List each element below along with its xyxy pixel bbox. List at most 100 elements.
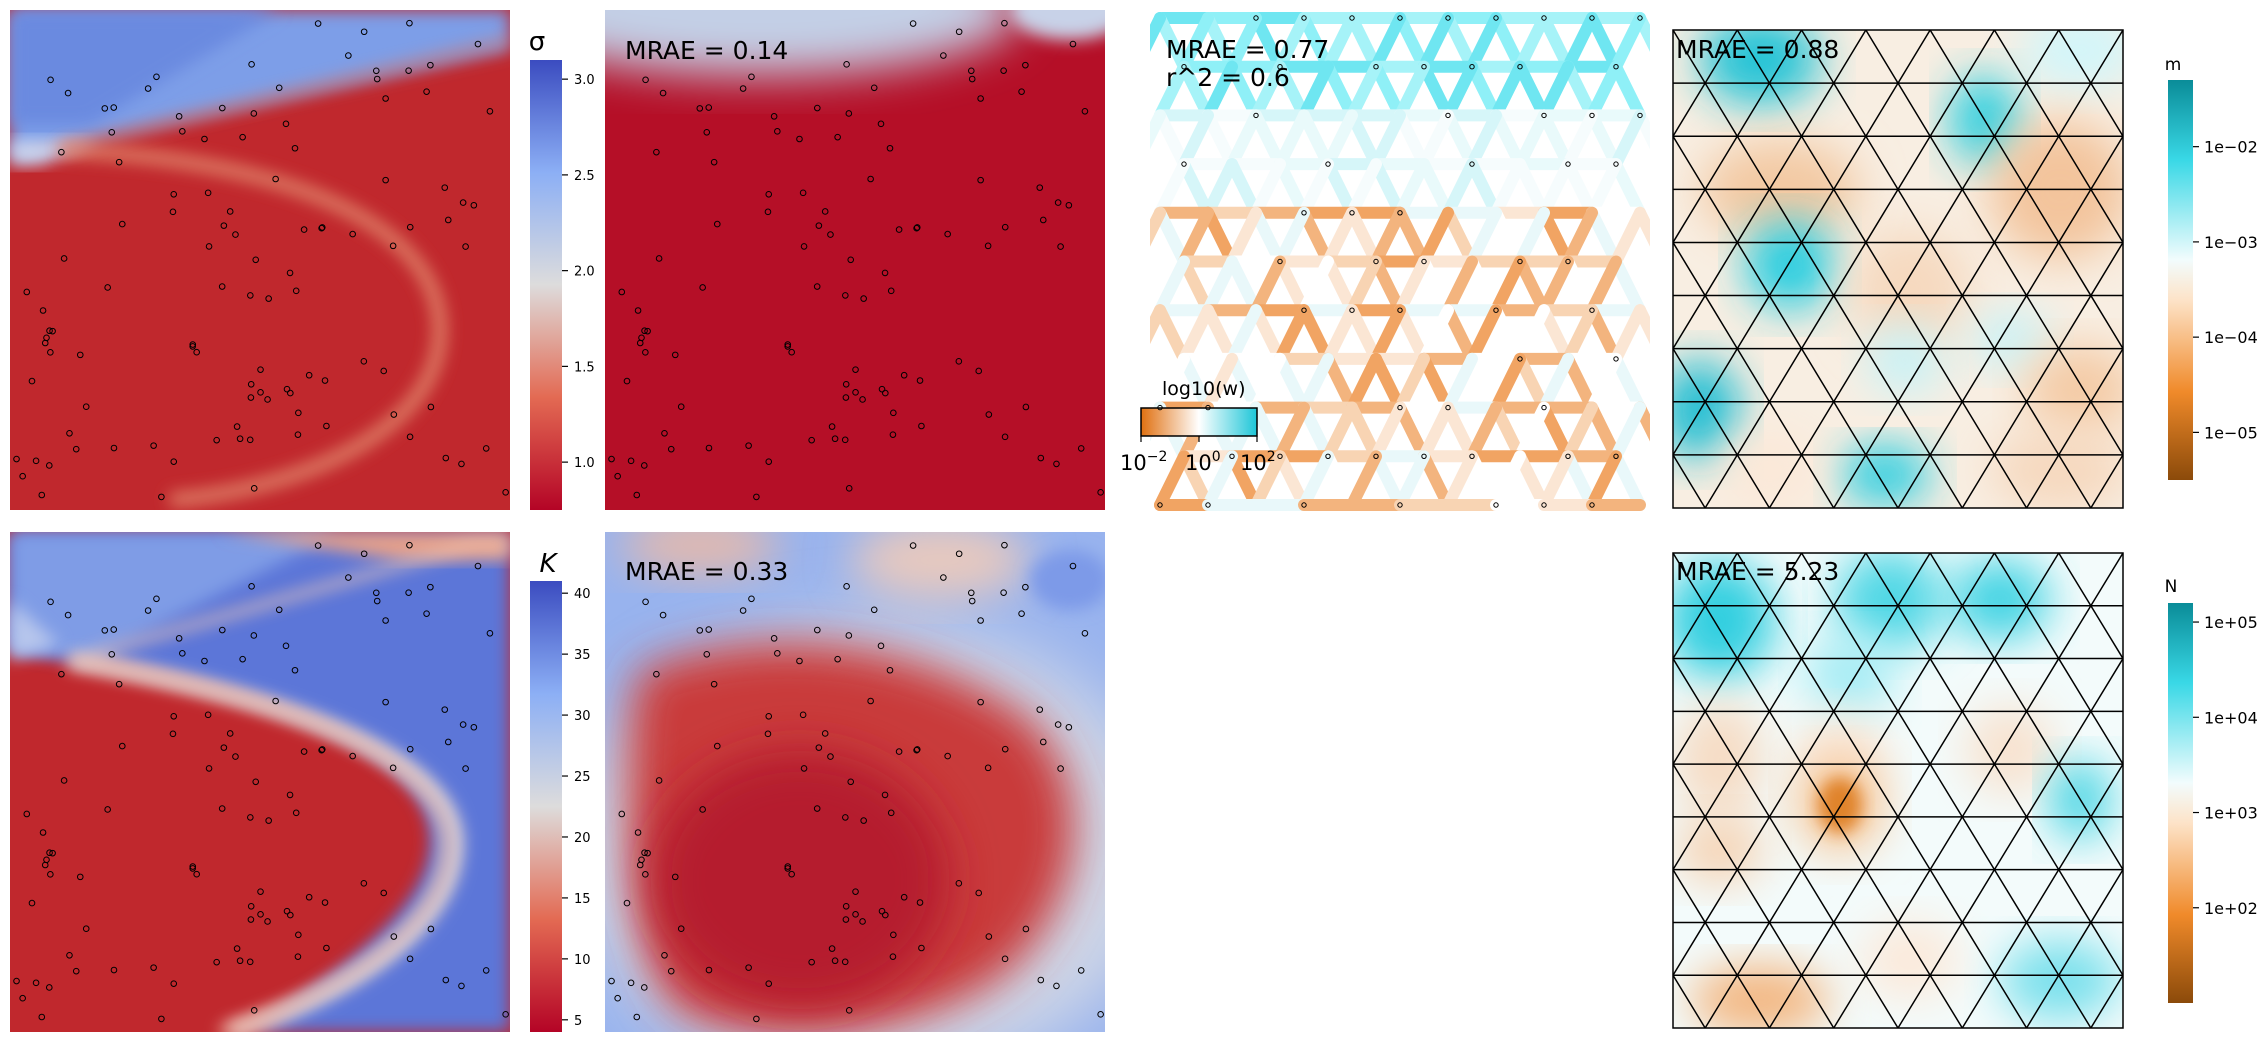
mesh-edge — [1736, 552, 1771, 607]
deme-point — [1277, 258, 1283, 265]
mesh-edge — [1514, 206, 1550, 268]
mesh-edge — [1672, 605, 1706, 659]
sample-point — [427, 925, 435, 933]
mesh-edge — [1736, 869, 1771, 923]
sample-point — [831, 435, 839, 443]
mesh-edge — [1833, 295, 1867, 350]
sample-point — [153, 73, 160, 81]
sample-point — [984, 242, 992, 250]
colorbar-tick-label: 10 — [574, 953, 591, 968]
mesh-edge — [1768, 454, 1803, 509]
sample-point — [441, 184, 449, 191]
sample-point — [828, 423, 836, 430]
mesh-edge — [1250, 352, 1286, 414]
sample-point — [895, 226, 903, 233]
sample-point — [46, 327, 53, 335]
sample-point — [169, 208, 177, 216]
mesh-edge — [1672, 295, 1706, 350]
mesh-edge — [1833, 348, 1867, 403]
sample-point — [46, 849, 53, 857]
sample-point — [205, 243, 213, 250]
deme-point — [1397, 502, 1403, 508]
mesh-edge — [1586, 60, 1622, 122]
sample-point — [984, 764, 992, 772]
sample-point — [655, 777, 663, 784]
sample-point — [250, 485, 258, 492]
mesh-edge — [1704, 974, 1738, 1029]
sample-point — [955, 550, 963, 558]
sample-point — [169, 730, 177, 738]
sample-point — [710, 680, 718, 688]
sample-point — [1022, 925, 1030, 933]
sample-point — [841, 958, 849, 966]
mesh-edge — [1865, 454, 1899, 509]
mesh-edge — [1961, 29, 1996, 84]
mesh-edge — [1865, 242, 1899, 296]
mesh-edge — [1610, 352, 1646, 414]
mesh-edge — [1150, 109, 1166, 150]
sample-point — [703, 128, 711, 136]
mesh-edge — [1418, 158, 1454, 219]
mesh-edge — [1865, 869, 1899, 923]
mesh-edge — [1768, 348, 1803, 403]
mrae-label: MRAE = 0.88 — [1676, 35, 1839, 64]
mesh-edge — [1466, 60, 1502, 122]
mesh-edge — [1490, 12, 1526, 73]
sample-point — [23, 288, 31, 296]
mesh-edge — [1274, 304, 1310, 365]
deme-point — [1157, 404, 1163, 411]
sample-point — [265, 817, 272, 824]
sample-point — [218, 283, 226, 290]
mesh-edge — [1961, 974, 1996, 1029]
mesh-edge — [1736, 763, 1771, 818]
mesh-edge — [2025, 295, 2060, 350]
mesh-edge — [1865, 816, 1899, 871]
deme-point — [1541, 502, 1547, 508]
mesh-edge — [1672, 869, 1706, 923]
sample-point — [955, 358, 963, 365]
mesh-edge — [1202, 158, 1238, 219]
mesh-edge — [1897, 974, 1931, 1029]
sample-point — [753, 493, 760, 501]
sample-point — [236, 435, 244, 443]
mesh-edge — [1993, 869, 2028, 923]
colorbar-tick-label: 1.0 — [574, 456, 595, 471]
sample-point — [1057, 243, 1064, 250]
sample-point — [765, 458, 773, 465]
sample-point — [175, 113, 183, 120]
mesh-edge — [1993, 295, 2028, 350]
mesh-edge — [2090, 454, 2124, 509]
mesh-edge — [1586, 206, 1622, 268]
mesh-edge — [1562, 352, 1598, 414]
sample-point — [913, 746, 920, 754]
mesh-edge — [1442, 450, 1478, 511]
sample-point — [1077, 445, 1085, 452]
mesh-edge — [1442, 401, 1478, 463]
sample-point — [264, 396, 271, 403]
sample-point — [247, 916, 255, 923]
sample-point — [295, 931, 302, 939]
sample-point — [671, 873, 679, 881]
sample-point — [1000, 589, 1007, 596]
sample-point — [813, 104, 821, 112]
mesh-edge — [1800, 763, 1835, 818]
mesh-edge — [1672, 816, 1706, 871]
mesh-edge — [1610, 12, 1646, 73]
sample-point — [204, 189, 212, 197]
mesh-edge — [1929, 348, 1963, 403]
mesh-edge — [2058, 552, 2092, 607]
mesh-edge — [1274, 352, 1310, 414]
mesh-edge — [1178, 255, 1214, 317]
sample-point — [633, 1013, 641, 1021]
mesh-edge — [1370, 12, 1406, 73]
sample-point — [382, 617, 389, 624]
sample-point — [944, 230, 951, 238]
sample-point — [82, 925, 90, 933]
sample-point — [659, 611, 667, 619]
sample-point — [913, 224, 921, 231]
sample-point — [49, 849, 56, 857]
sample-point — [977, 698, 984, 706]
sample-point — [968, 597, 976, 605]
sample-point — [360, 358, 368, 365]
sample-point — [1081, 108, 1089, 115]
